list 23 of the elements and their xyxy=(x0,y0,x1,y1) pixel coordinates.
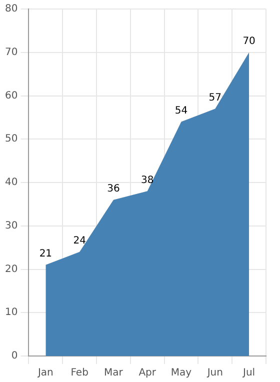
y-tick-label: 20 xyxy=(4,264,18,275)
y-tick-label: 30 xyxy=(4,220,18,232)
y-tick-label: 0 xyxy=(11,350,18,362)
data-label: 38 xyxy=(140,174,154,186)
x-tick-label: Apr xyxy=(138,368,157,379)
data-label: 54 xyxy=(174,105,188,116)
x-tick-label: Jun xyxy=(206,368,223,379)
data-label: 36 xyxy=(107,183,120,194)
y-tick-label: 10 xyxy=(4,307,18,318)
data-label: 57 xyxy=(208,92,222,104)
x-tick-label: Jul xyxy=(242,368,256,379)
y-tick-label: 80 xyxy=(4,4,18,15)
data-label: 21 xyxy=(39,248,52,260)
y-tick-label: 60 xyxy=(4,90,18,102)
x-tick-label: Mar xyxy=(104,368,124,379)
y-tick-label: 70 xyxy=(4,46,18,58)
data-label: 70 xyxy=(242,36,256,47)
x-tick-label: Jan xyxy=(36,368,54,379)
x-tick-label: May xyxy=(170,368,192,379)
data-label: 24 xyxy=(73,235,86,246)
x-tick-label: Feb xyxy=(70,368,88,379)
y-tick-label: 40 xyxy=(4,177,18,188)
y-tick-label: 50 xyxy=(4,134,18,145)
